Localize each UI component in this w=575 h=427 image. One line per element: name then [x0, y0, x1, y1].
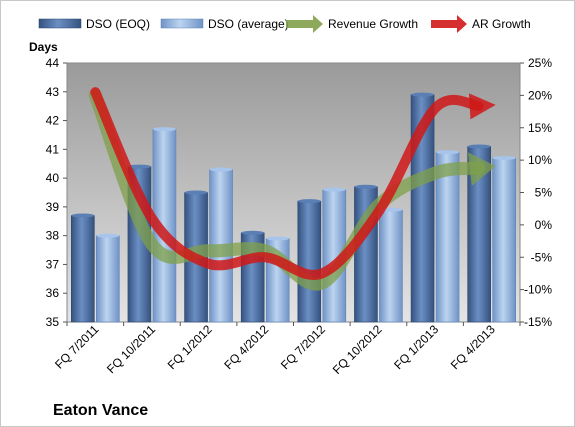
bar-cap-dso-average-5 — [322, 187, 346, 192]
right-tick-label: 25% — [528, 56, 552, 70]
x-tick-label: FQ 4/2013 — [448, 322, 498, 372]
left-tick-label: 37 — [46, 257, 60, 271]
bar-cap-dso-average-2 — [152, 127, 176, 132]
legend-item-dso-eoq: DSO (EOQ) — [38, 17, 150, 31]
left-tick-label: 38 — [46, 229, 60, 243]
right-tick-label: -10% — [524, 283, 552, 297]
left-tick-label: 35 — [46, 315, 60, 329]
arrowhead-revenue-growth — [467, 152, 496, 186]
left-tick-label: 39 — [46, 200, 60, 214]
left-tick-label: 41 — [46, 142, 60, 156]
bar-dso-eoq-5 — [297, 200, 322, 323]
bar-cap-dso-eoq-1 — [71, 213, 95, 218]
right-tick-label: 10% — [528, 153, 552, 167]
bar-cap-dso-average-3 — [209, 167, 233, 172]
bar-cap-dso-average-1 — [96, 233, 120, 238]
bar-cap-dso-eoq-6 — [354, 184, 378, 189]
legend: DSO (EOQ) DSO (average) Revenue Growth A… — [38, 15, 531, 33]
right-tick-label: 15% — [528, 121, 552, 135]
bar-cap-dso-average-7 — [436, 150, 460, 155]
right-tick-label: 20% — [528, 88, 552, 102]
bar-cap-dso-average-4 — [266, 236, 290, 241]
x-tick-label: FQ 10/2011 — [104, 322, 158, 376]
bar-cap-dso-average-8 — [492, 155, 516, 160]
legend-swatch-dso-eoq — [38, 18, 82, 29]
legend-arrow-ar-growth — [431, 15, 467, 33]
legend-label-dso-eoq: DSO (EOQ) — [86, 17, 150, 31]
arrowhead-ar-growth — [468, 93, 496, 120]
left-tick-label: 44 — [46, 56, 60, 70]
x-tick-label: FQ 1/2013 — [391, 322, 441, 372]
legend-item-revenue-growth: Revenue Growth — [286, 15, 418, 33]
left-tick-label: 36 — [46, 286, 60, 300]
x-tick-label: FQ 7/2011 — [52, 322, 102, 372]
right-tick-label: 0% — [535, 218, 553, 232]
bar-dso-average-8 — [492, 157, 516, 323]
bar-cap-dso-eoq-2 — [127, 164, 151, 169]
x-tick-label: FQ 10/2012 — [330, 322, 385, 377]
bar-cap-dso-eoq-5 — [297, 199, 321, 204]
legend-item-dso-average: DSO (average) — [160, 17, 289, 31]
left-tick-label: 40 — [46, 171, 60, 185]
left-axis-label: Days — [29, 40, 58, 54]
legend-label-ar-growth: AR Growth — [472, 17, 531, 31]
legend-swatch-dso-average — [160, 18, 204, 29]
legend-label-dso-average: DSO (average) — [208, 17, 289, 31]
right-tick-label: 5% — [535, 186, 553, 200]
bar-dso-average-6 — [379, 209, 403, 323]
legend-arrow-revenue-growth — [286, 15, 323, 33]
bar-cap-dso-eoq-4 — [241, 230, 265, 235]
bar-dso-eoq-1 — [71, 215, 95, 323]
company-name: Eaton Vance — [53, 402, 148, 419]
bar-dso-average-1 — [96, 235, 120, 323]
x-tick-label: FQ 1/2012 — [165, 322, 215, 372]
legend-item-ar-growth: AR Growth — [431, 15, 531, 33]
x-tick-label: FQ 4/2012 — [221, 322, 271, 372]
bar-cap-dso-eoq-3 — [184, 190, 208, 195]
right-tick-label: -5% — [531, 250, 553, 264]
line-ar-growth — [90, 87, 484, 280]
left-tick-label: 43 — [46, 85, 60, 99]
legend-label-revenue-growth: Revenue Growth — [328, 17, 418, 31]
left-tick-label: 42 — [46, 114, 60, 128]
bar-cap-dso-eoq-8 — [467, 144, 491, 149]
x-tick-label: FQ 7/2012 — [278, 322, 328, 372]
right-tick-label: -15% — [524, 315, 552, 329]
bar-cap-dso-eoq-7 — [411, 92, 435, 97]
